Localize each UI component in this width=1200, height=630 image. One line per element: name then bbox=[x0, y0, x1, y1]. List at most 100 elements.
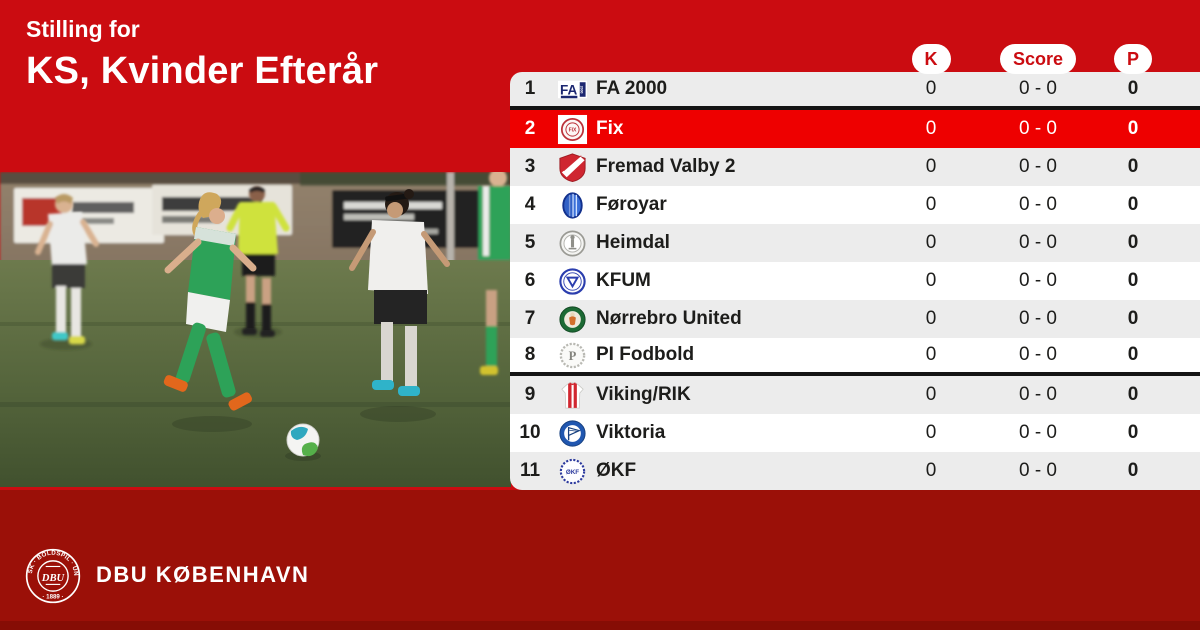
position-number: 9 bbox=[524, 384, 536, 405]
matches-played-value: 0 bbox=[925, 270, 937, 291]
score-value: 0 - 0 bbox=[1018, 118, 1058, 139]
matches-played-value: 0 bbox=[925, 384, 937, 405]
svg-text:DANSK · BOLDSPIL · UNION: DANSK · BOLDSPIL · UNION bbox=[25, 548, 79, 577]
matches-played-value: 0 bbox=[925, 194, 937, 215]
score-value: 0 - 0 bbox=[1018, 78, 1058, 99]
team-name: Føroyar bbox=[596, 194, 667, 215]
matches-played-value: 0 bbox=[925, 422, 937, 443]
svg-text:2000: 2000 bbox=[579, 85, 583, 93]
column-header-p: P bbox=[1113, 44, 1152, 74]
points-value: 0 bbox=[1127, 422, 1139, 443]
table-row: 2 FIX Fix 0 0 - 0 0 bbox=[510, 110, 1200, 148]
heimdal-logo bbox=[559, 230, 585, 256]
fa-2000-logo: FA 2000 bbox=[557, 80, 587, 98]
footer-band-edge bbox=[0, 621, 1200, 630]
dbu-logo-year: · 1889 · bbox=[42, 593, 63, 600]
matches-played-value: 0 bbox=[925, 156, 937, 177]
table-row: 9 Viking/RIK 0 0 - 0 0 bbox=[510, 376, 1200, 414]
table-column-headers: K Score P bbox=[510, 44, 1200, 74]
standings-table: 1 FA 2000 FA 2000 0 0 - 0 0 2 FIX Fix 0 0… bbox=[510, 72, 1200, 490]
viktoria-logo bbox=[558, 419, 586, 447]
table-row: 1 FA 2000 FA 2000 0 0 - 0 0 bbox=[510, 72, 1200, 110]
matches-played-value: 0 bbox=[925, 344, 937, 365]
viking-rik-logo bbox=[560, 381, 584, 408]
title-block: Stilling for KS, Kvinder Efterår bbox=[26, 16, 378, 93]
score-value: 0 - 0 bbox=[1018, 422, 1058, 443]
club-logo-cell bbox=[550, 190, 594, 221]
table-row: 7 Nørrebro United 0 0 - 0 0 bbox=[510, 300, 1200, 338]
foroyar-logo bbox=[561, 191, 583, 219]
team-name: FA 2000 bbox=[596, 78, 668, 99]
club-logo-cell bbox=[550, 228, 594, 259]
organization-name: DBU KØBENHAVN bbox=[96, 562, 310, 587]
matches-played-value: 0 bbox=[925, 232, 937, 253]
white-player-left-figure bbox=[35, 194, 99, 350]
club-logo-cell: FA 2000 bbox=[550, 74, 594, 105]
pi-fodbold-logo: P bbox=[559, 342, 585, 368]
match-photo bbox=[0, 172, 511, 487]
team-name: Heimdal bbox=[596, 232, 670, 253]
page-subtitle: Stilling for bbox=[26, 16, 140, 42]
table-row: 5 Heimdal 0 0 - 0 0 bbox=[510, 224, 1200, 262]
football bbox=[285, 423, 321, 461]
norrebro-united-logo bbox=[558, 305, 586, 333]
points-value: 0 bbox=[1127, 118, 1139, 139]
team-name: Nørrebro United bbox=[596, 308, 742, 329]
points-value: 0 bbox=[1127, 344, 1139, 365]
score-value: 0 - 0 bbox=[1018, 344, 1058, 365]
team-name: Fremad Valby 2 bbox=[596, 156, 736, 177]
club-logo-cell bbox=[550, 304, 594, 335]
position-number: 6 bbox=[524, 270, 536, 291]
club-logo-cell: ØKF bbox=[550, 456, 594, 487]
svg-text:FA: FA bbox=[559, 82, 577, 97]
score-value: 0 - 0 bbox=[1018, 194, 1058, 215]
club-logo-cell bbox=[550, 380, 594, 411]
team-name: Viktoria bbox=[596, 422, 666, 443]
team-name: Fix bbox=[596, 118, 624, 139]
team-name: KFUM bbox=[596, 270, 651, 291]
position-number: 11 bbox=[519, 460, 541, 481]
club-logo-cell bbox=[550, 418, 594, 449]
fix-logo: FIX bbox=[557, 114, 587, 144]
referee-figure bbox=[226, 186, 290, 338]
team-name: PI Fodbold bbox=[596, 344, 695, 365]
points-value: 0 bbox=[1127, 384, 1139, 405]
position-number: 5 bbox=[524, 232, 536, 253]
score-value: 0 - 0 bbox=[1018, 384, 1058, 405]
club-logo-cell bbox=[550, 152, 594, 183]
matches-played-value: 0 bbox=[925, 118, 937, 139]
page-title: KS, Kvinder Efterår bbox=[26, 50, 379, 92]
score-value: 0 - 0 bbox=[1018, 460, 1058, 481]
dbu-logo-center-text: DBU bbox=[41, 573, 66, 584]
svg-text:P: P bbox=[568, 348, 576, 362]
points-value: 0 bbox=[1127, 270, 1139, 291]
points-value: 0 bbox=[1127, 194, 1139, 215]
column-header-score: Score bbox=[999, 44, 1077, 74]
points-value: 0 bbox=[1127, 156, 1139, 177]
matches-played-value: 0 bbox=[925, 78, 937, 99]
table-row: 6 KFUM 0 0 - 0 0 bbox=[510, 262, 1200, 300]
score-value: 0 - 0 bbox=[1018, 156, 1058, 177]
points-value: 0 bbox=[1127, 460, 1139, 481]
table-row: 8 P PI Fodbold 0 0 - 0 0 bbox=[510, 338, 1200, 376]
position-number: 2 bbox=[524, 118, 536, 139]
points-value: 0 bbox=[1127, 232, 1139, 253]
dbu-logo-ring-text: DANSK · BOLDSPIL · UNION bbox=[25, 548, 79, 577]
team-name: Viking/RIK bbox=[596, 384, 691, 405]
dbu-logo: DANSK · BOLDSPIL · UNION · 1889 · DBU bbox=[25, 548, 81, 604]
points-value: 0 bbox=[1127, 308, 1139, 329]
table-row: 11 ØKF ØKF 0 0 - 0 0 bbox=[510, 452, 1200, 490]
goal-post bbox=[447, 172, 454, 267]
okf-logo: ØKF bbox=[559, 458, 585, 484]
matches-played-value: 0 bbox=[925, 460, 937, 481]
green-player-far-right-figure bbox=[478, 172, 511, 375]
fremad-valby-logo bbox=[558, 152, 586, 182]
points-value: 0 bbox=[1127, 78, 1139, 99]
club-logo-cell: FIX bbox=[550, 114, 594, 145]
table-row: 4 Føroyar 0 0 - 0 0 bbox=[510, 186, 1200, 224]
score-value: 0 - 0 bbox=[1018, 232, 1058, 253]
table-row: 3 Fremad Valby 2 0 0 - 0 0 bbox=[510, 148, 1200, 186]
club-logo-cell: P bbox=[550, 340, 594, 371]
svg-text:ØKF: ØKF bbox=[565, 469, 578, 476]
